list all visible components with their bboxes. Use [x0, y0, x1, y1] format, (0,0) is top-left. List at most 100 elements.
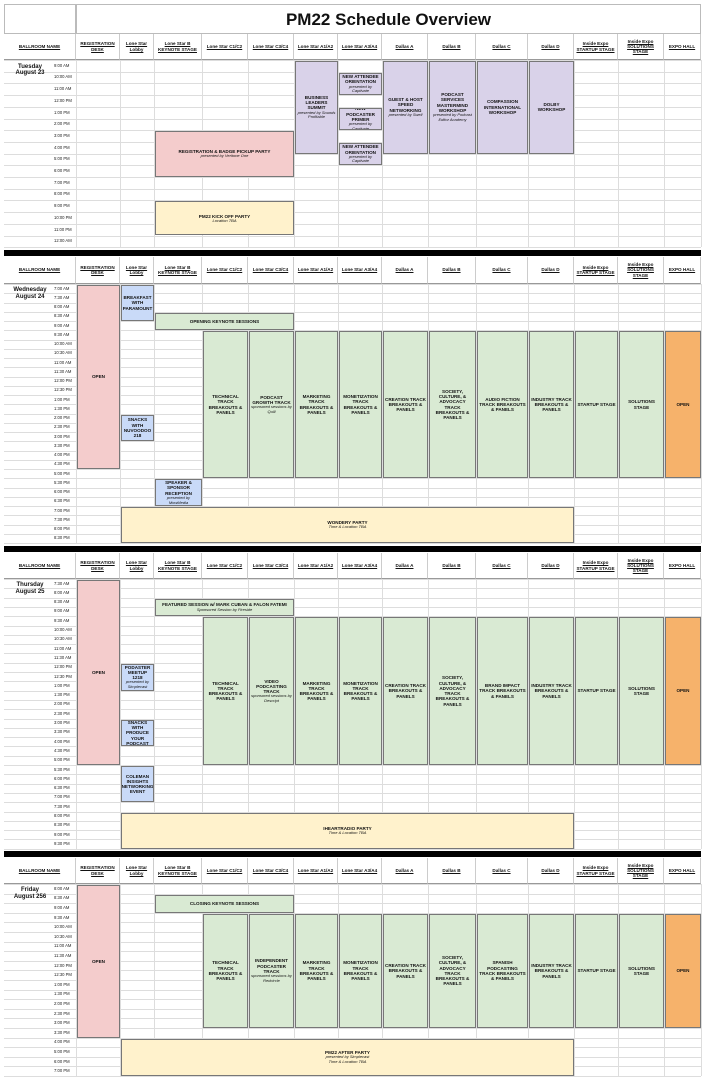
schedule-event[interactable]: MARKETING TRACK BREAKOUTS & PANELS: [295, 331, 338, 479]
event-title: OPENING KEYNOTE SESSIONS: [189, 318, 260, 324]
event-subtitle: presented by Swell: [388, 111, 423, 117]
event-title: NEW ATTENDEE ORIENTATION: [342, 144, 379, 155]
grid-column-line: [701, 284, 702, 543]
schedule-event[interactable]: TECHNICAL TRACK BREAKOUTS & PANELS: [203, 913, 248, 1028]
event-title: STARTUP STAGE: [577, 968, 616, 974]
schedule-event[interactable]: OPEN: [77, 885, 120, 1038]
schedule-event[interactable]: BREAKFAST WITH PARAMOUNT: [121, 285, 154, 321]
grid-line: [4, 106, 701, 108]
schedule-event[interactable]: SPANISH PODCASTING TRACK BREAKOUTS & PAN…: [477, 913, 528, 1028]
column-header: Lone Star A1/A2: [294, 553, 338, 579]
time-slot-label: 6:00 PM: [54, 1058, 70, 1064]
time-slot-label: 11:30 AM: [54, 654, 72, 660]
schedule-event[interactable]: SNACKS WITH PRODUCE YOUR PODCAST: [121, 719, 154, 747]
grid-column-line: [294, 60, 295, 248]
schedule-event[interactable]: NEW ATTENDEE ORIENTATION presented by Cap…: [339, 142, 382, 166]
schedule-event[interactable]: OPENING KEYNOTE SESSIONS: [155, 312, 294, 331]
column-header: Lone Star A1/A2: [294, 34, 338, 60]
time-slot-label: 9:30 AM: [54, 331, 70, 337]
schedule-event[interactable]: PM22 AFTER PARTY presented by Simplecast T…: [121, 1038, 574, 1076]
grid-line: [4, 774, 701, 776]
schedule-event[interactable]: MONETIZATION TRACK BREAKOUTS & PANELS: [339, 331, 382, 479]
grid-column-line: [202, 284, 203, 543]
column-header: Lone Star B KEYNOTE STAGE: [154, 34, 202, 60]
grid-column-line: [664, 60, 665, 248]
schedule-event[interactable]: VIDEO PODCASTING TRACK sponsored sessions…: [249, 617, 294, 765]
schedule-event[interactable]: SNACKS WITH NUVOODOO 218: [121, 414, 154, 442]
grid-column-line: [76, 884, 77, 1076]
time-slot-label: 12:30 PM: [54, 387, 72, 393]
schedule-event[interactable]: MARKETING TRACK BREAKOUTS & PANELS: [295, 617, 338, 765]
column-header: Dallas B: [428, 34, 476, 60]
schedule-event[interactable]: MONETIZATION TRACK BREAKOUTS & PANELS: [339, 913, 382, 1028]
schedule-event[interactable]: OPEN: [77, 580, 120, 765]
schedule-event[interactable]: SOLUTIONS STAGE: [619, 331, 664, 479]
schedule-event[interactable]: CREATION TRACK BREAKOUTS & PANELS: [383, 331, 428, 479]
time-slot-label: 7:00 PM: [54, 507, 70, 513]
grid-column-line: [248, 884, 249, 1076]
schedule-event[interactable]: BUSINESS LEADERS SUMMIT presented by Soun…: [295, 61, 338, 154]
schedule-event[interactable]: IHEARTRADIO PARTY Time & Location TBA: [121, 812, 574, 849]
schedule-event[interactable]: GUEST & HOST SPEED NETWORKING presented b…: [383, 61, 428, 154]
day-separator: [4, 546, 701, 552]
time-slot-label: 6:00 PM: [54, 489, 70, 495]
time-slot-label: 7:30 AM: [54, 294, 70, 300]
event-subtitle: sponsored sessions by Descript: [251, 693, 292, 703]
schedule-event[interactable]: NEW PODCASTER PRIMER presented by Captiva…: [339, 107, 382, 131]
schedule-event[interactable]: SOLUTIONS STAGE: [619, 913, 664, 1028]
schedule-event[interactable]: BRAND IMPACT TRACK BREAKOUTS & PANELS: [477, 617, 528, 765]
schedule-event[interactable]: DOLBY WORKSHOP: [529, 61, 574, 154]
schedule-event[interactable]: PODCAST SERVICES MASTERMIND WORKSHOP pres…: [429, 61, 476, 154]
schedule-event[interactable]: OPEN: [77, 285, 120, 469]
schedule-event[interactable]: OPEN: [665, 331, 701, 479]
grid-line: [4, 478, 701, 480]
grid-column-line: [382, 60, 383, 248]
grid-column-line: [154, 579, 155, 849]
time-slot-label: 12:00 PM: [54, 97, 72, 103]
schedule-event[interactable]: INDEPENDENT PODCASTER TRACK sponsored ses…: [249, 913, 294, 1028]
schedule-event[interactable]: COLEMAN INSIGHTS NETWORKING EVENT: [121, 766, 154, 803]
grid-column-line: [528, 884, 529, 1076]
column-header: Dallas D: [528, 257, 574, 284]
schedule-event[interactable]: MARKETING TRACK BREAKOUTS & PANELS: [295, 913, 338, 1028]
schedule-event[interactable]: SOCIETY, CULTURE, & ADVOCACY TRACK BREAK…: [429, 331, 476, 479]
schedule-event[interactable]: SPEAKER & SPONSOR RECEPTION presented by …: [155, 479, 202, 506]
schedule-event[interactable]: PODCAST GROWTH TRACK sponsored sessions b…: [249, 331, 294, 479]
schedule-event[interactable]: OPEN: [665, 617, 701, 765]
schedule-event[interactable]: STARTUP STAGE: [575, 913, 618, 1028]
schedule-event[interactable]: WONDERY PARTY Time & Location TBA: [121, 507, 574, 543]
schedule-event[interactable]: MONETIZATION TRACK BREAKOUTS & PANELS: [339, 617, 382, 765]
schedule-event[interactable]: CLOSING KEYNOTE SESSIONS: [155, 894, 294, 913]
schedule-event[interactable]: SOCIETY, CULTURE, & ADVOCACY TRACK BREAK…: [429, 617, 476, 765]
grid-column-line: [476, 60, 477, 248]
schedule-event[interactable]: STARTUP STAGE: [575, 617, 618, 765]
schedule-event[interactable]: CREATION TRACK BREAKOUTS & PANELS: [383, 913, 428, 1028]
schedule-event[interactable]: AUDIO FICTION TRACK BREAKOUTS & PANELS: [477, 331, 528, 479]
schedule-event[interactable]: INDUSTRY TRACK BREAKOUTS & PANELS: [529, 913, 574, 1028]
schedule-event[interactable]: SOCIETY, CULTURE, & ADVOCACY TRACK BREAK…: [429, 913, 476, 1028]
time-slot-label: 9:00 PM: [54, 831, 70, 837]
schedule-event[interactable]: FEATURED SESSION w/ MARK CUBAN & FALON F…: [155, 598, 294, 617]
time-slot-label: 8:00 PM: [54, 191, 70, 197]
grid-line: [4, 212, 701, 214]
schedule-event[interactable]: TECHNICAL TRACK BREAKOUTS & PANELS: [203, 617, 248, 765]
schedule-event[interactable]: STARTUP STAGE: [575, 331, 618, 479]
schedule-event[interactable]: REGISTRATION & BADGE PICKUP PARTY present…: [155, 131, 294, 177]
event-subtitle: Sponsored Session by Fireside: [196, 606, 253, 612]
schedule-event[interactable]: CREATION TRACK BREAKOUTS & PANELS: [383, 617, 428, 765]
grid-line: [4, 141, 701, 143]
schedule-event[interactable]: COMPASSION INTERNATIONAL WORKSHOP: [477, 61, 528, 154]
schedule-event[interactable]: NEW ATTENDEE ORIENTATION presented by Cap…: [339, 72, 382, 96]
event-title: SPANISH PODCASTING TRACK BREAKOUTS & PAN…: [479, 960, 526, 982]
schedule-event[interactable]: TECHNICAL TRACK BREAKOUTS & PANELS: [203, 331, 248, 479]
schedule-event[interactable]: SOLUTIONS STAGE: [619, 617, 664, 765]
schedule-event[interactable]: PM22 KICK OFF PARTY Location TBA: [155, 201, 294, 236]
grid-column-line: [248, 284, 249, 543]
time-slot-label: 10:30 AM: [54, 350, 72, 356]
schedule-event[interactable]: OPEN: [665, 913, 701, 1028]
grid-line: [4, 496, 701, 498]
time-slot-label: 10:00 AM: [54, 341, 72, 347]
schedule-event[interactable]: INDUSTRY TRACK BREAKOUTS & PANELS: [529, 331, 574, 479]
schedule-event[interactable]: INDUSTRY TRACK BREAKOUTS & PANELS: [529, 617, 574, 765]
schedule-event[interactable]: PODASTER MEETUP 1218 presented by Simplec…: [121, 663, 154, 691]
